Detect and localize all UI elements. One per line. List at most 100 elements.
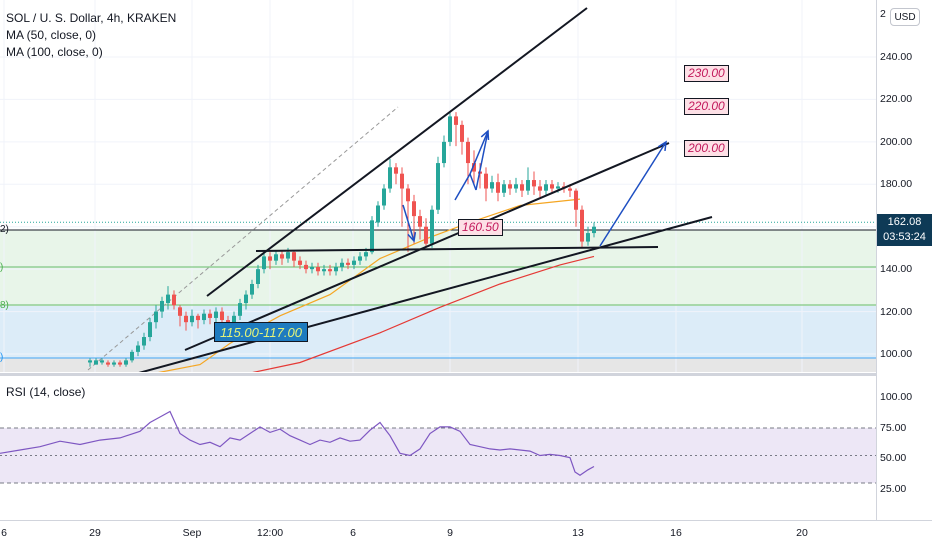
candle-body: [100, 360, 104, 363]
trend-line: [138, 216, 713, 372]
rsi-chart-pane[interactable]: [0, 376, 876, 520]
fib-zone-gray: [0, 358, 876, 372]
candle-body: [472, 163, 476, 172]
arrow-up-small: [454, 130, 489, 201]
candle-body: [382, 188, 386, 206]
candle-body: [352, 260, 356, 265]
candle-body: [292, 252, 296, 261]
candle-body: [256, 269, 260, 284]
candle-body: [370, 220, 374, 253]
pane-divider[interactable]: [0, 373, 876, 376]
price-tick: 140.00: [880, 263, 913, 275]
candle-body: [154, 311, 158, 323]
trend-line: [255, 246, 659, 252]
candle-body: [232, 315, 236, 325]
candle-body: [304, 264, 308, 270]
rsi-tick: 50.00: [880, 452, 907, 464]
candle-body: [286, 252, 290, 259]
price-chart-canvas[interactable]: [0, 0, 876, 372]
candle-body: [208, 313, 212, 318]
candle-body: [406, 188, 410, 202]
candle-body: [544, 184, 548, 191]
candle-body: [316, 267, 320, 272]
candle-body: [400, 173, 404, 189]
candle-body: [172, 294, 176, 306]
legend-ma100[interactable]: MA (100, close, 0): [6, 45, 103, 59]
candle-body: [196, 315, 200, 321]
price-tick: 220.00: [880, 93, 913, 105]
dashed-guide-line: [87, 106, 399, 371]
candle-body: [592, 226, 596, 234]
candle-body: [322, 269, 326, 272]
fib-label-1: 2): [0, 224, 9, 235]
candle-body: [580, 209, 584, 242]
target-label-230[interactable]: 230.00: [684, 65, 729, 82]
candle-body: [520, 184, 524, 191]
candle-body: [334, 267, 338, 272]
candle-body: [130, 351, 134, 361]
candle-body: [418, 216, 422, 227]
rsi-tick: 75.00: [880, 422, 907, 434]
candle-body: [118, 362, 122, 365]
candle-body: [364, 252, 368, 257]
arrow-down-head: [407, 231, 417, 243]
candle-body: [442, 141, 446, 164]
rsi-tick: 25.00: [880, 483, 907, 495]
candle-body: [490, 182, 494, 189]
candle-body: [202, 313, 206, 321]
rsi-chart-canvas[interactable]: [0, 376, 876, 520]
candle-body: [106, 362, 110, 365]
candle-body: [280, 254, 284, 259]
candle-body: [532, 180, 536, 187]
price-tick: 120.00: [880, 306, 913, 318]
candle-body: [346, 262, 350, 265]
candle-body: [568, 188, 572, 191]
candle-body: [358, 256, 362, 261]
candle-body: [508, 184, 512, 189]
legend-rsi[interactable]: RSI (14, close): [6, 385, 86, 399]
candle-body: [274, 254, 278, 261]
candle-body: [388, 167, 392, 189]
candle-body: [112, 362, 116, 365]
time-tick: Sep: [182, 527, 202, 539]
candle-body: [160, 300, 164, 312]
rsi-line: [0, 410, 595, 477]
candle-body: [394, 167, 398, 174]
candle-body: [340, 262, 344, 268]
price-axis-border: [876, 0, 877, 520]
level-label-160[interactable]: 160.50: [458, 219, 503, 236]
time-tick: 6: [1, 527, 7, 539]
currency-button[interactable]: USD: [890, 8, 920, 26]
fib-label-3: 8): [0, 300, 9, 311]
candle-body: [448, 116, 452, 142]
target-label-220[interactable]: 220.00: [684, 98, 729, 115]
legend-symbol[interactable]: SOL / U. S. Dollar, 4h, KRAKEN: [6, 11, 177, 25]
candle-body: [142, 337, 146, 346]
candle-body: [214, 311, 218, 318]
time-tick: 12:00: [256, 527, 284, 539]
time-tick: 9: [447, 527, 453, 539]
support-zone-label[interactable]: 115.00-117.00: [214, 322, 308, 342]
fib-label-2: ): [0, 262, 4, 273]
candle-body: [220, 311, 224, 321]
arrow-down: [402, 204, 415, 242]
time-tick: 16: [670, 527, 682, 539]
candle-body: [586, 233, 590, 242]
candle-body: [124, 360, 128, 365]
candle-body: [526, 180, 530, 191]
trend-line: [206, 7, 588, 297]
candle-body: [502, 184, 506, 193]
candle-body: [424, 226, 428, 244]
time-tick: 6: [350, 527, 356, 539]
legend-ma50[interactable]: MA (50, close, 0): [6, 28, 97, 42]
current-price-badge: 162.08 03:53:24: [877, 214, 932, 246]
price-chart-pane[interactable]: [0, 0, 876, 372]
target-label-200[interactable]: 200.00: [684, 140, 729, 157]
price-tick: 200.00: [880, 136, 913, 148]
candle-body: [250, 283, 254, 295]
candle-body: [538, 186, 542, 191]
candle-body: [430, 209, 434, 244]
current-price: 162.08: [887, 216, 922, 228]
time-tick: 20: [796, 527, 808, 539]
candle-body: [244, 294, 248, 304]
